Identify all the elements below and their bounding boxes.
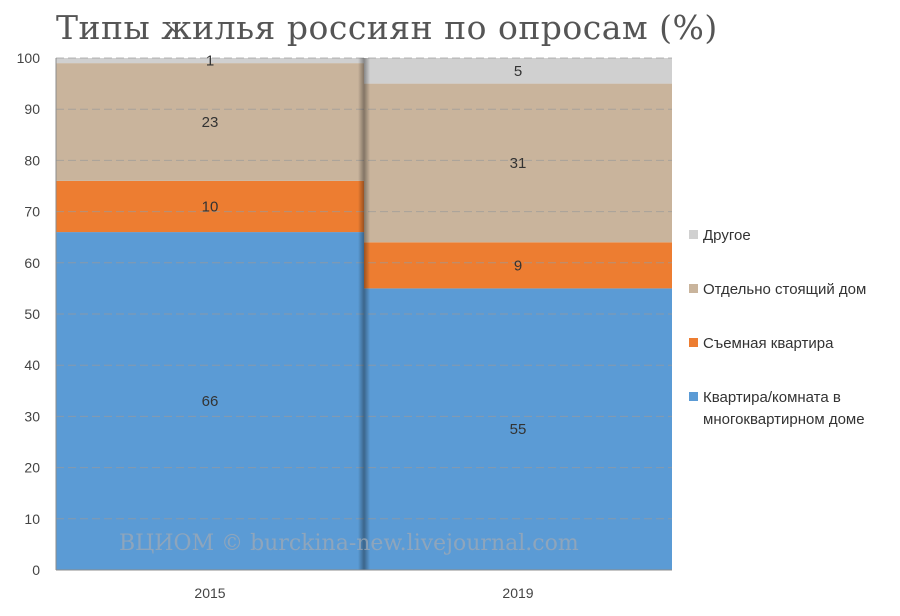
bar-separator-shadow [358,58,370,570]
legend-swatch [689,392,698,401]
chart-title: Типы жилья россиян по опросам (%) [56,8,718,47]
y-tick-label: 50 [24,306,40,322]
legend-label: Отдельно стоящий дом [703,281,866,298]
bars-layer [56,58,672,570]
bar-segment [56,58,364,64]
legend-swatch [689,338,698,347]
y-tick-label: 20 [24,460,40,476]
legend-label-line: многоквартирном доме [703,411,865,428]
data-label: 1 [206,53,214,70]
y-tick-label: 30 [24,408,40,424]
data-label: 9 [514,257,522,274]
y-tick-label: 40 [24,357,40,373]
data-labels: 66 10 23 1 55 9 31 5 [202,53,527,439]
y-tick-label: 90 [24,101,40,117]
bar-segment [56,63,364,181]
watermark: ВЦИОМ © burckina-new.livejournal.com [119,531,579,556]
legend-label: Другое [703,227,751,244]
legend-label: Съемная квартира [703,335,834,352]
y-tick-label: 80 [24,152,40,168]
data-label: 5 [514,63,522,80]
legend-swatch [689,230,698,239]
y-tick-label: 70 [24,204,40,220]
y-tick-label: 10 [24,511,40,527]
data-label: 10 [202,198,219,215]
data-label: 31 [510,155,527,172]
x-tick-label: 2019 [502,585,533,601]
bar-segment [364,288,672,570]
legend-swatch [689,284,698,293]
bar-segment [364,83,672,243]
axes: 0 10 20 30 40 50 60 70 80 90 100 2015 2019 [17,50,672,601]
y-tick-label: 60 [24,255,40,271]
data-label: 66 [202,393,219,410]
data-label: 55 [510,421,527,438]
bar-segment [56,180,364,233]
bar-segment [56,232,364,570]
y-tick-label: 0 [32,562,40,578]
legend-label: Квартира/комната в многоквартирном доме [703,389,865,428]
data-label: 23 [202,114,219,131]
y-tick-label: 100 [17,50,41,66]
x-tick-label: 2015 [194,585,225,601]
legend: Другое Отдельно стоящий дом Съемная кварти… [689,227,866,428]
legend-label-line: Квартира/комната в [703,389,841,406]
bar-separator [358,58,370,570]
bar-segment [364,242,672,289]
bar-segment [364,58,672,84]
